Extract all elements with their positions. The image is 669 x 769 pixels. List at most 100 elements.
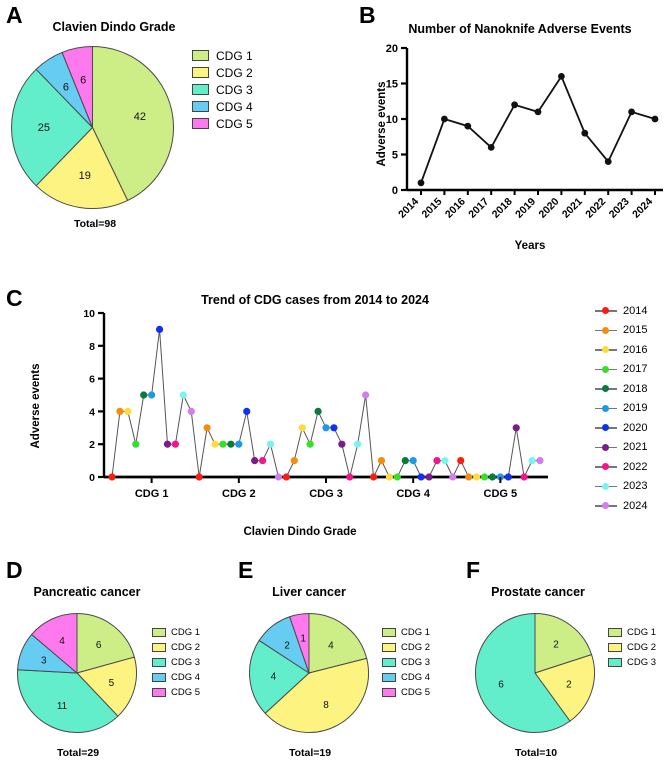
panel-f-legend-item-3[interactable]: CDG 3 (608, 655, 656, 670)
panel-e-legend-item-5[interactable]: CDG 5 (382, 685, 430, 700)
panel-e-pie-slice-label-1: 4 (328, 640, 334, 651)
panel-d-pie-slice-5 (30, 612, 78, 675)
panel-c-plot: 0 2 4 6 8 10 CDG 1 CDG 2 CDG 3 CDG 4 CDG 5 (0, 305, 560, 500)
panel-d-legend-item-3[interactable]: CDG 3 (152, 655, 200, 670)
legend-marker-icon (595, 364, 617, 374)
panel-c-point-CDG1-2024 (187, 407, 195, 415)
panel-d-pie-slice-label-4: 3 (41, 655, 47, 666)
panel-c-legend-item-2021[interactable]: 2021 (595, 438, 647, 458)
panel-b-xtick-label: 2018 (490, 196, 515, 221)
panel-c-ylabel: Adverse events (30, 363, 42, 449)
panel-d-legend-item-1[interactable]: CDG 1 (152, 625, 200, 640)
panel-c-xtick-label: CDG 5 (484, 488, 518, 500)
panel-a-legend-item-5[interactable]: CDG 5 (192, 115, 253, 132)
panel-b-point-2020 (558, 73, 565, 80)
legend-swatch-icon (192, 101, 209, 112)
panel-d-total: Total=29 (56, 747, 100, 759)
panel-b-ytick-label: 20 (386, 43, 398, 55)
panel-f-pie-slice-label-3: 6 (498, 680, 504, 691)
legend-marker-icon (595, 403, 617, 413)
panel-d-pie-slice-label-5: 4 (59, 636, 65, 647)
legend-swatch-icon (382, 673, 396, 682)
legend-swatch-icon (382, 643, 396, 652)
panel-c-legend-item-2022[interactable]: 2022 (595, 457, 647, 477)
panel-f-pie-slice-2 (534, 653, 595, 722)
legend-label: CDG 2 (216, 65, 253, 80)
panel-c-point-CDG2-2023 (266, 440, 275, 448)
panel-c-point-CDG5-2021 (512, 424, 520, 432)
panel-b-xtick-label: 2014 (396, 196, 421, 221)
panel-c-legend-item-2019[interactable]: 2019 (595, 399, 647, 419)
panel-c-point-CDG4-2023 (441, 457, 449, 465)
panel-c-point-CDG3-2015 (290, 457, 298, 465)
panel-a-pie-slice-2 (35, 126, 129, 209)
panel-a-pie-slice-label-1: 42 (134, 111, 146, 123)
legend-label: CDG 4 (401, 672, 431, 683)
panel-c-legend-item-2014[interactable]: 2014 (595, 301, 647, 321)
panel-e-legend-item-2[interactable]: CDG 2 (382, 640, 430, 655)
panel-a-pie-slice-5 (61, 45, 93, 128)
panel-e-total: Total=19 (288, 747, 332, 759)
panel-c-letter: C (6, 285, 23, 311)
panel-c-legend-item-2023[interactable]: 2023 (595, 477, 647, 497)
panel-f-legend-item-1[interactable]: CDG 1 (608, 625, 656, 640)
legend-label: 2020 (623, 421, 648, 434)
panel-c-line (111, 329, 540, 479)
panel-d-legend-item-4[interactable]: CDG 4 (152, 670, 200, 685)
legend-swatch-icon (152, 688, 166, 697)
panel-c-legend-item-2015[interactable]: 2015 (595, 321, 647, 341)
panel-b-title: Number of Nanoknife Adverse Events (408, 22, 632, 36)
panel-d-pie-slice-2 (76, 656, 137, 717)
panel-c-point-CDG1-2020 (155, 325, 164, 333)
panel-c-legend-item-2016[interactable]: 2016 (595, 340, 647, 360)
panel-e-pie-slice-3 (249, 639, 310, 715)
panel-a-legend-item-3[interactable]: CDG 3 (192, 81, 253, 98)
legend-swatch-icon (152, 673, 166, 682)
panel-b-point-2016 (464, 122, 472, 130)
legend-label: 2019 (623, 402, 648, 415)
panel-c-point-CDG4-2024 (449, 473, 457, 481)
panel-c-legend: 2014 2015 2016 2017 2018 2019 2020 2021 2022 2023… (595, 301, 647, 516)
panel-e-legend-item-3[interactable]: CDG 3 (382, 655, 430, 670)
panel-c-legend-item-2017[interactable]: 2017 (595, 360, 647, 380)
panel-c-plot-svg: 0 2 4 6 8 10 CDG 1 CDG 2 CDG 3 CDG 4 CDG 5 (83, 308, 548, 500)
panel-c-legend-item-2018[interactable]: 2018 (595, 379, 647, 399)
panel-b-ytick-label: 15 (386, 79, 398, 91)
panel-e-pie-slice-label-4: 2 (284, 640, 290, 651)
panel-b-point-2024 (651, 115, 659, 123)
panel-b-xtick-label: 2020 (537, 196, 562, 221)
panel-e-legend-item-4[interactable]: CDG 4 (382, 670, 430, 685)
panel-a-pie-slice-label-4: 6 (63, 81, 69, 93)
legend-label: CDG 1 (627, 627, 657, 638)
panel-c-legend-item-2020[interactable]: 2020 (595, 418, 647, 438)
legend-label: CDG 2 (627, 642, 657, 653)
panel-c-legend-item-2024[interactable]: 2024 (595, 496, 647, 516)
legend-label: 2024 (623, 499, 648, 512)
panel-c-point-CDG3-2016 (298, 424, 306, 432)
panel-c-xtick-label: CDG 1 (135, 488, 169, 500)
panel-a-legend-item-4[interactable]: CDG 4 (192, 98, 253, 115)
legend-label: CDG 2 (171, 642, 201, 653)
panel-a-legend-item-2[interactable]: CDG 2 (192, 64, 253, 81)
panel-d-legend: CDG 1 CDG 2 CDG 3 CDG 4 CDG 5 (152, 625, 200, 700)
panel-b-xtick-label: 2023 (607, 196, 632, 221)
panel-b-xtick-label: 2021 (560, 196, 585, 221)
panel-f-legend-item-2[interactable]: CDG 2 (608, 640, 656, 655)
panel-c-point-CDG1-2022 (171, 440, 180, 448)
panel-c-point-CDG4-2014 (369, 473, 378, 481)
panel-d-legend-item-5[interactable]: CDG 5 (152, 685, 200, 700)
legend-label: 2018 (623, 382, 648, 395)
legend-marker-icon (595, 442, 617, 452)
legend-marker-icon (595, 345, 617, 355)
panel-e-legend: CDG 1 CDG 2 CDG 3 CDG 4 CDG 5 (382, 625, 430, 700)
panel-e-legend-item-1[interactable]: CDG 1 (382, 625, 430, 640)
panel-a-legend-item-1[interactable]: CDG 1 (192, 47, 253, 64)
legend-swatch-icon (152, 658, 166, 667)
legend-marker-icon (595, 462, 617, 472)
panel-d-legend-item-2[interactable]: CDG 2 (152, 640, 200, 655)
panel-c-xtick-label: CDG 4 (396, 488, 431, 500)
legend-dot-icon (602, 424, 609, 432)
panel-c-point-CDG5-2024 (536, 457, 544, 465)
panel-b-xtick-label: 2022 (583, 196, 608, 221)
